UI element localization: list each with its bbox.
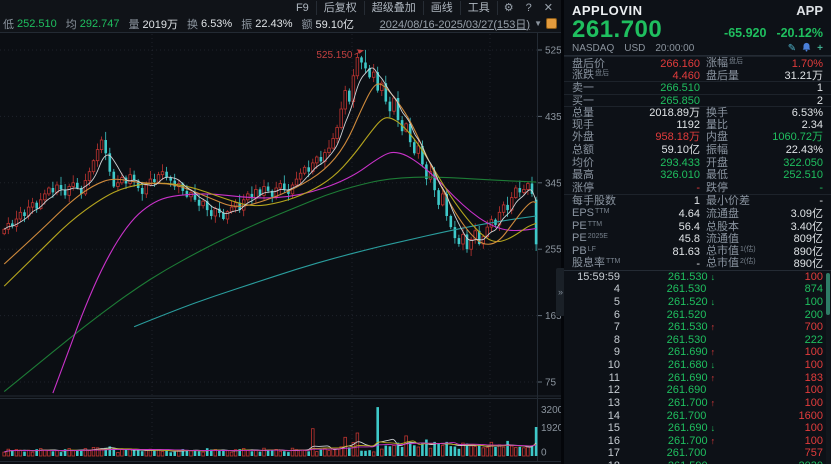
tick-row: 17 261.700 757 (607, 447, 823, 460)
panel-divider (561, 0, 564, 464)
quote-detail-table: 盘后价 266.160 涨幅盘后 1.70% 涨跌盘后 4.460 盘后量 31.21万 卖一 2… (564, 55, 831, 270)
quote-row: 外盘 958.18万 内盘 1060.72万 (572, 131, 823, 144)
quote-row: 涨停 - 跌停 - (572, 181, 823, 194)
svg-text:3200万: 3200万 (541, 405, 563, 416)
toolbar-item-tools[interactable]: 工具 (461, 0, 498, 15)
tick-row: 12 261.690 100 (607, 384, 823, 397)
edit-pencil-icon[interactable]: ✎ (787, 42, 797, 54)
svg-text:345: 345 (545, 178, 562, 189)
settings-gear-icon[interactable]: ⚙ (503, 2, 514, 14)
orange-badge-icon[interactable] (546, 18, 557, 29)
alert-bell-icon[interactable] (802, 42, 811, 55)
quote-row: PE2025E 45.8 流通值 809亿 (572, 232, 823, 246)
tick-trade-list: 15:59:59 261.530 ↓ 100 4 261.530 874 5 261.520… (564, 269, 831, 464)
quote-row: PETTM 56.4 总股本 3.40亿 (572, 219, 823, 233)
status-segment: 振 22.43% (241, 17, 293, 31)
tick-row: 16 261.700 ↑ 100 (607, 434, 823, 447)
quote-row: 涨跌盘后 4.460 盘后量 31.21万 (572, 68, 823, 82)
tick-row: 14 261.700 1600 (607, 409, 823, 422)
help-icon[interactable]: ? (525, 1, 532, 14)
quote-row: 每手股数 1 最小价差 - (564, 194, 831, 207)
svg-text:525: 525 (545, 46, 562, 57)
tick-row: 18261.590 ↓2030 (564, 460, 831, 464)
quote-row: 最高 326.010 最低 252.510 (572, 169, 823, 182)
date-range-selector[interactable]: 2024/08/16-2025/03/27(153日) (379, 18, 531, 31)
tick-row: 7 261.530 ↑ 700 (613, 321, 823, 334)
tick-row: 10 261.680 ↓ 100 (607, 359, 823, 372)
scrollbar[interactable] (826, 272, 830, 464)
change-value: -65.920 (724, 26, 767, 40)
toolbar-item-f9[interactable]: F9 (289, 0, 317, 15)
stock-symbol: APP (796, 3, 823, 18)
svg-text:1920万: 1920万 (541, 423, 563, 434)
tick-row: 8 261.530 222 (613, 333, 823, 346)
exchange-label: NASDAQ (572, 43, 615, 54)
add-plus-icon[interactable]: + (817, 42, 823, 54)
tick-row: 15:59:59 261.530 ↓ 100 (577, 270, 823, 283)
svg-text:0: 0 (541, 448, 547, 459)
quote-row: 买一 265.850 2 (564, 93, 831, 107)
quote-row: 均价 293.433 开盘 322.050 (572, 156, 823, 169)
status-segment: 量 2019万 (128, 18, 179, 31)
currency-label: USD (624, 43, 646, 54)
chart-toolbar: F9 后复权 超级叠加 画线 工具 ⚙ ? ✕ (0, 0, 563, 15)
chart-panel: F9 后复权 超级叠加 画线 工具 ⚙ ? ✕ 低 252.510 均 292.747… (0, 0, 573, 464)
tick-row: 5 261.520 ↓ 100 (613, 296, 823, 309)
svg-text:255: 255 (545, 245, 562, 256)
chevron-down-icon[interactable]: ▼ (534, 19, 542, 28)
candlestick-chart[interactable]: 525 435 345 255 165 75 3200万 1920万 0 525.150 (0, 32, 573, 464)
change-percent: -20.12% (776, 26, 823, 40)
quote-time: 20:00:00 (655, 43, 695, 54)
quote-row: 股息率TTM - 总市值2(估) 890亿 (572, 257, 823, 271)
status-segment: 额 59.10亿 (301, 18, 355, 31)
panel-collapse-handle[interactable]: » (556, 268, 565, 316)
tick-row: 4 261.530 874 (613, 283, 823, 296)
quote-row: EPSTTM 4.64 流通盘 3.09亿 (572, 206, 823, 220)
quote-row: 现手 1192 量比 2.34 (572, 118, 823, 131)
status-segment: 换 6.53% (187, 17, 233, 31)
tick-row: 9 261.690 ↑ 100 (613, 346, 823, 359)
quote-row: 总量 2018.89万 换手 6.53% (564, 106, 831, 119)
last-price: 261.700 (572, 16, 663, 43)
svg-text:525.150: 525.150 (316, 50, 353, 61)
status-segment: 低 252.510 (3, 17, 57, 31)
quote-row: 卖一 266.510 1 (564, 81, 831, 94)
quote-row: 总额 59.10亿 振幅 22.43% (572, 144, 823, 157)
toolbar-item-super-overlay[interactable]: 超级叠加 (365, 0, 424, 15)
status-bar-left: 低 252.510 均 292.747 量 2019万换 6.53% 振 22.43% 额 59.1… (3, 16, 380, 32)
quote-panel: APPLOVIN APP 261.700 -65.920 -20.12% NAS… (564, 0, 831, 464)
status-bar-right: 2024/08/16-2025/03/27(153日) ▼ (380, 16, 560, 32)
quote-row: PBLF 81.63 总市值1(估) 890亿 (572, 244, 823, 258)
quote-row: 盘后价 266.160 涨幅盘后 1.70% (564, 56, 831, 70)
svg-text:165: 165 (545, 311, 562, 322)
close-icon[interactable]: ✕ (543, 2, 553, 14)
tick-row: 11 261.690 ↑ 183 (608, 371, 823, 384)
status-segment: 均 292.747 (65, 17, 120, 31)
tick-row: 13 261.700 ↑ 100 (607, 396, 823, 409)
toolbar-item-adjust-mode[interactable]: 后复权 (317, 0, 365, 15)
svg-text:435: 435 (545, 112, 562, 123)
market-info: NASDAQ USD 20:00:00 (572, 43, 694, 54)
price-change: -65.920 -20.12% (724, 26, 823, 40)
toolbar-item-draw-line[interactable]: 画线 (424, 0, 461, 15)
ohlc-status-bar: 低 252.510 均 292.747 量 2019万换 6.53% 振 22.43% 额 59.1… (0, 15, 563, 32)
tick-row: 15 261.690 ↓ 100 (607, 422, 823, 435)
tick-row: 6 261.520 200 (613, 308, 823, 321)
scrollbar-thumb[interactable] (826, 272, 830, 315)
svg-text:75: 75 (545, 378, 557, 389)
stock-name: APPLOVIN (572, 3, 643, 18)
quote-header: APPLOVIN APP 261.700 -65.920 -20.12% NAS… (564, 0, 831, 55)
